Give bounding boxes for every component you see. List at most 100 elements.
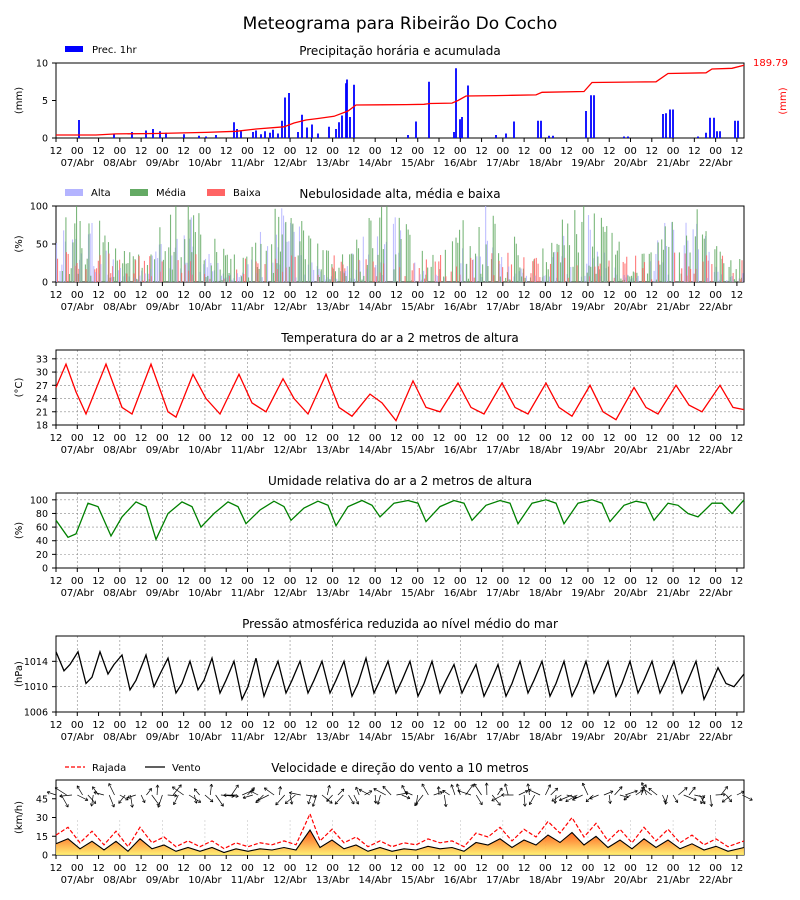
day-tick-label: 14/Abr — [358, 732, 392, 743]
cloud-bar-média — [386, 206, 388, 282]
precip-bar — [205, 136, 207, 138]
cloud-bar-alta — [95, 272, 97, 282]
cloud-bar-média — [678, 252, 680, 282]
hour-tick-label: 00 — [539, 433, 552, 444]
cloud-bar-baixa — [177, 260, 179, 282]
cloud-bar-média — [246, 256, 248, 282]
hour-tick-label: 12 — [262, 863, 275, 874]
precip-bar — [306, 127, 308, 138]
y-tick-label: 24 — [36, 394, 48, 405]
cloud-bar-baixa — [684, 253, 686, 282]
hour-tick-label: 00 — [156, 433, 169, 444]
hour-tick-label: 00 — [284, 576, 297, 587]
cloud-bar-média — [200, 234, 202, 282]
day-tick-label: 19/Abr — [571, 588, 605, 599]
cloud-bar-baixa — [523, 257, 525, 282]
hour-tick-label: 00 — [582, 720, 595, 731]
cloud-bar-média — [661, 239, 663, 282]
wind-arrow — [551, 794, 562, 802]
wind-arrow — [373, 788, 386, 796]
day-tick-label: 19/Abr — [571, 302, 605, 313]
precip-bar — [233, 122, 235, 138]
cloud-bar-baixa — [184, 264, 186, 282]
day-tick-label: 09/Abr — [146, 158, 180, 169]
hour-tick-label: 00 — [411, 576, 424, 587]
precip-bar — [281, 120, 283, 138]
day-tick-label: 21/Abr — [656, 588, 690, 599]
precip-bar — [455, 68, 457, 138]
cloud-bar-baixa — [626, 256, 628, 282]
wind-arrow-head — [108, 783, 112, 787]
precip-bar — [669, 109, 671, 138]
cloud-bar-média — [290, 218, 292, 282]
hour-tick-label: 00 — [539, 720, 552, 731]
y-tick-label: 80 — [36, 509, 48, 520]
hour-tick-label: 00 — [582, 146, 595, 157]
cloud-bar-baixa — [65, 252, 67, 282]
hour-tick-label: 12 — [348, 146, 361, 157]
cloud-bar-baixa — [204, 273, 206, 282]
hour-tick-label: 00 — [369, 433, 382, 444]
hour-tick-label: 00 — [199, 146, 212, 157]
hour-tick-label: 00 — [241, 576, 254, 587]
hour-tick-label: 00 — [326, 290, 339, 301]
wind-arrow-head — [565, 798, 569, 803]
hour-tick-label: 12 — [135, 863, 148, 874]
cloud-bar-média — [696, 209, 698, 282]
wind-arrow-head — [235, 784, 239, 788]
cloud-bar-baixa — [135, 260, 137, 282]
wind-arrow — [140, 794, 146, 803]
wind-arrow — [683, 794, 697, 801]
precip-bar — [662, 114, 664, 138]
cloud-bar-média — [377, 254, 379, 282]
cloud-bar-baixa — [450, 271, 452, 282]
cloud-bar-baixa — [471, 259, 474, 282]
cloud-bar-média — [482, 264, 484, 282]
y-tick-label: 1006 — [24, 708, 48, 719]
wind-arrow-head — [376, 801, 381, 805]
precip-bar — [540, 120, 542, 138]
wind-arrow — [559, 794, 573, 801]
hour-tick-label: 00 — [199, 576, 212, 587]
cloud-bar-alta — [112, 259, 114, 282]
hour-tick-label: 00 — [454, 290, 467, 301]
day-tick-label: 14/Abr — [358, 302, 392, 313]
hour-tick-label: 12 — [518, 863, 531, 874]
day-tick-label: 22/Abr — [699, 158, 733, 169]
cloud-bar-média — [668, 246, 670, 282]
cloud-bar-alta — [155, 251, 157, 282]
hour-tick-label: 12 — [560, 146, 573, 157]
cloud-bar-baixa — [690, 268, 692, 282]
hour-tick-label: 00 — [411, 290, 424, 301]
cloud-bar-média — [701, 234, 704, 282]
precip-bar — [165, 132, 167, 138]
cloud-bar-média — [590, 266, 592, 282]
hour-tick-label: 00 — [624, 720, 637, 731]
wind-arrow-head — [470, 784, 474, 788]
hour-tick-label: 12 — [305, 720, 318, 731]
cloud-bar-média — [595, 273, 597, 282]
wind-arrow — [285, 794, 296, 804]
hour-tick-label: 12 — [305, 576, 318, 587]
cloud-bar-média — [581, 221, 583, 282]
wind-arrow — [130, 794, 133, 808]
wind-arrow — [736, 790, 745, 796]
cloud-bar-média — [327, 250, 329, 282]
cloud-bar-média — [646, 273, 649, 282]
wind-arrow-head — [528, 801, 533, 806]
cloud-bar-baixa — [333, 255, 335, 282]
precip-bar — [240, 131, 242, 138]
cloud-bar-média — [88, 223, 90, 282]
wind-arrow-head — [504, 783, 508, 787]
hour-tick-label: 00 — [113, 863, 126, 874]
day-tick-label: 17/Abr — [486, 732, 520, 743]
wind-arrow-head — [130, 804, 134, 808]
wind-arrow — [518, 790, 529, 796]
hour-tick-label: 12 — [518, 290, 531, 301]
hour-tick-label: 12 — [433, 863, 446, 874]
wind-arrow — [364, 790, 373, 796]
wind-arrow-head — [684, 787, 688, 791]
cloud-bar-alta — [687, 240, 689, 282]
precip-bar — [453, 132, 455, 138]
precip-bar — [349, 117, 351, 138]
